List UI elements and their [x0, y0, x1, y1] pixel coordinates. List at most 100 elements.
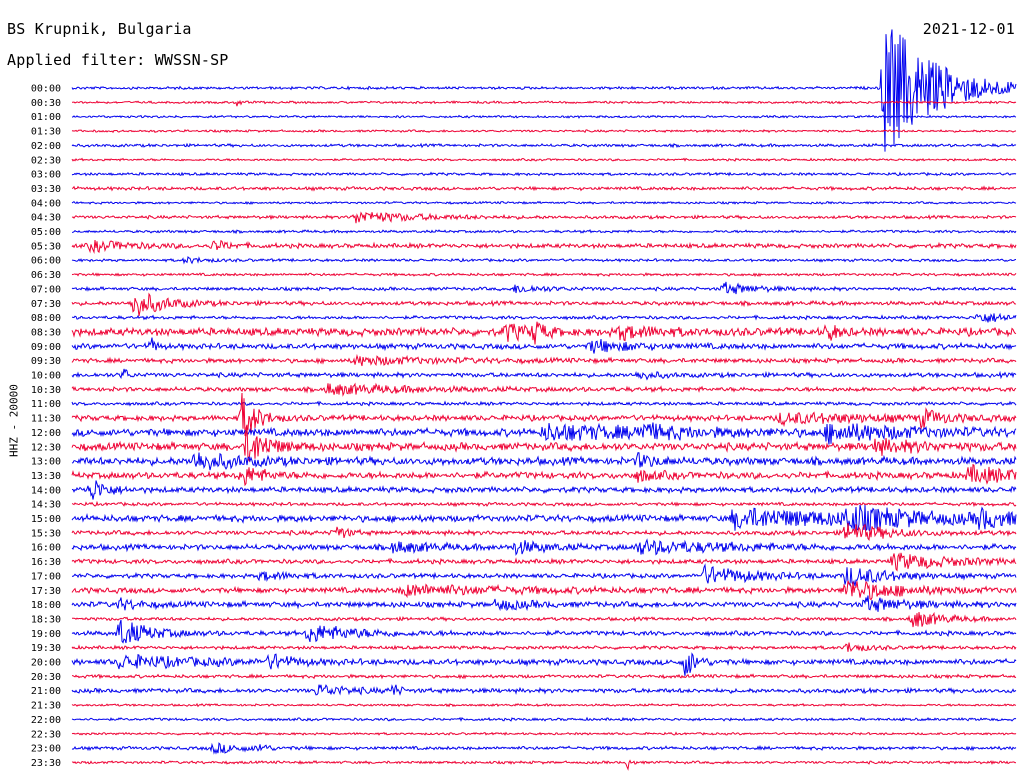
time-tick-label: 19:00	[31, 629, 61, 640]
trace-line	[71, 563, 1017, 587]
trace-line	[71, 392, 1017, 437]
time-tick-label: 13:00	[31, 457, 61, 468]
trace-line	[71, 611, 1017, 628]
trace-group	[71, 29, 1017, 771]
time-tick-label: 02:00	[31, 141, 61, 152]
station-title: BS Krupnik, Bulgaria	[7, 20, 192, 38]
time-tick-label: 23:00	[31, 744, 61, 755]
trace-line	[71, 171, 1017, 177]
time-tick-label: 00:30	[31, 98, 61, 109]
trace-line	[71, 702, 1017, 708]
time-tick-label: 17:30	[31, 586, 61, 597]
time-tick-label: 12:00	[31, 428, 61, 439]
time-tick-label: 16:00	[31, 543, 61, 554]
trace-line	[71, 652, 1017, 676]
trace-line	[71, 99, 1017, 107]
trace-line	[71, 228, 1017, 235]
time-tick-label: 21:30	[31, 701, 61, 712]
trace-line	[71, 353, 1017, 367]
time-tick-label: 07:00	[31, 284, 61, 295]
time-tick-label: 03:30	[31, 184, 61, 195]
trace-line	[71, 321, 1017, 345]
time-tick-label: 04:30	[31, 213, 61, 224]
trace-line	[71, 463, 1017, 487]
time-tick-label: 10:00	[31, 371, 61, 382]
trace-line	[71, 281, 1017, 295]
trace-line	[71, 382, 1017, 397]
filter-label: Applied filter: WWSSN-SP	[7, 51, 229, 69]
time-tick-label: 01:30	[31, 127, 61, 138]
time-tick-label: 14:30	[31, 500, 61, 511]
trace-line	[71, 452, 1017, 471]
trace-line	[71, 422, 1017, 445]
time-tick-label: 10:30	[31, 385, 61, 396]
trace-line	[71, 480, 1017, 500]
trace-line	[71, 642, 1017, 652]
time-tick-label: 23:30	[31, 758, 61, 769]
time-tick-label: 06:00	[31, 256, 61, 267]
trace-line	[71, 368, 1017, 381]
time-tick-label: 22:30	[31, 729, 61, 740]
trace-line	[71, 580, 1017, 601]
time-tick-label: 09:00	[31, 342, 61, 353]
time-tick-label: 12:30	[31, 442, 61, 453]
time-tick-label: 19:30	[31, 643, 61, 654]
trace-line	[71, 731, 1017, 736]
time-tick-label: 18:00	[31, 600, 61, 611]
time-tick-label: 01:00	[31, 112, 61, 123]
trace-line	[71, 742, 1017, 755]
trace-line	[71, 424, 1017, 463]
trace-line	[71, 255, 1017, 265]
time-tick-label: 22:00	[31, 715, 61, 726]
time-tick-label: 11:00	[31, 399, 61, 410]
time-tick-label: 09:30	[31, 356, 61, 367]
trace-line	[71, 157, 1017, 162]
time-tick-label: 08:30	[31, 327, 61, 338]
trace-line	[71, 129, 1017, 134]
time-tick-label: 03:00	[31, 170, 61, 181]
trace-line	[71, 500, 1017, 508]
trace-line	[71, 312, 1017, 323]
trace-line	[71, 619, 1017, 644]
time-tick-label: 04:00	[31, 198, 61, 209]
trace-line	[71, 595, 1017, 612]
time-tick-label: 15:00	[31, 514, 61, 525]
trace-line	[71, 337, 1017, 354]
time-tick-label: 06:30	[31, 270, 61, 281]
trace-line	[71, 759, 1017, 771]
trace-line	[71, 684, 1017, 696]
time-tick-label: 14:00	[31, 485, 61, 496]
trace-line	[71, 114, 1017, 119]
trace-line	[71, 29, 1017, 152]
time-tick-label: 02:30	[31, 155, 61, 166]
trace-line	[71, 142, 1017, 149]
trace-line	[71, 292, 1017, 317]
time-tick-label: 15:30	[31, 528, 61, 539]
trace-line	[71, 504, 1017, 533]
trace-line	[71, 673, 1017, 680]
time-tick-label: 13:30	[31, 471, 61, 482]
time-tick-label: 05:30	[31, 241, 61, 252]
trace-line	[71, 522, 1017, 542]
time-tick-label: 05:00	[31, 227, 61, 238]
time-tick-label: 07:30	[31, 299, 61, 310]
time-tick-label: 18:30	[31, 614, 61, 625]
time-tick-label: 20:30	[31, 672, 61, 683]
trace-line	[71, 716, 1017, 722]
time-tick-label: 00:00	[31, 84, 61, 95]
time-tick-label: 17:00	[31, 571, 61, 582]
time-label-group: 00:00 00:30 01:00 01:30 02:00 02:30 03:00 03:30…	[31, 84, 61, 769]
trace-line	[71, 211, 1017, 224]
time-tick-label: 16:30	[31, 557, 61, 568]
trace-line	[71, 239, 1017, 254]
trace-line	[71, 271, 1017, 278]
trace-line	[71, 185, 1017, 192]
trace-line	[71, 200, 1017, 205]
trace-line	[71, 552, 1017, 572]
trace-line	[71, 400, 1017, 407]
trace-line	[71, 538, 1017, 556]
time-tick-label: 11:30	[31, 414, 61, 425]
time-tick-label: 20:00	[31, 658, 61, 669]
time-tick-label: 21:00	[31, 686, 61, 697]
